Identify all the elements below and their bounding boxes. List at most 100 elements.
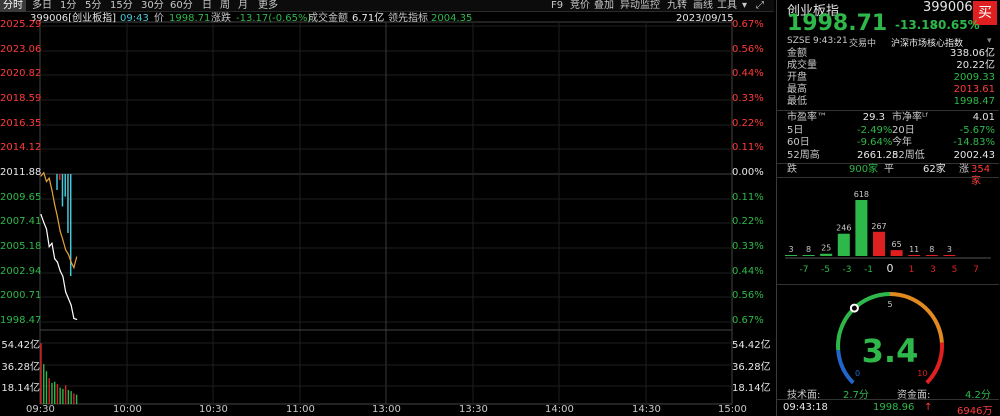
fund-score: 4.2分	[965, 390, 991, 401]
tab-5min[interactable]: 5分	[85, 0, 102, 11]
gauge-score: 3.4	[861, 332, 919, 370]
distribution-count: 246	[836, 224, 851, 233]
amount-label: 成交金额	[308, 13, 348, 24]
change-distribution-chart: 3 8 25 246 618 267 65 11 8 3 -7 -5 -3 -1 0 1 3 5 7	[785, 190, 991, 275]
auction-button[interactable]: 竞价	[570, 0, 590, 11]
buy-button[interactable]: 买	[973, 1, 997, 25]
chart-grid	[39, 21, 733, 405]
tab-1min[interactable]: 1分	[60, 0, 77, 11]
data-point	[48, 246, 50, 248]
distribution-count: 8	[806, 245, 811, 254]
up-label: 涨	[959, 164, 969, 175]
data-point	[62, 239, 64, 241]
data-point	[70, 304, 72, 306]
quote-infobar: 399006[创业板指] 09:43 价 1998.71 涨跌 -13.17(-…	[0, 12, 774, 26]
chevron-down-icon[interactable]: ▾	[742, 0, 748, 11]
quote-row-value: 1998.47	[953, 96, 995, 107]
data-point	[45, 228, 48, 230]
chart-canvas[interactable]	[0, 0, 774, 416]
data-point	[54, 204, 56, 206]
tick-price: 1998.96	[873, 402, 915, 413]
gauge-arc	[836, 349, 855, 385]
tab-more[interactable]: 更多	[258, 0, 278, 11]
pct-tick-label: 0.67%	[732, 315, 764, 326]
price-line	[40, 214, 77, 320]
stat-value: 2661.28	[857, 149, 899, 161]
stat-label: 20日	[892, 124, 915, 136]
distribution-count: 3	[788, 245, 793, 254]
tab-month[interactable]: 月	[238, 0, 248, 11]
data-point	[65, 249, 67, 251]
draw-line-button[interactable]: 画线	[693, 0, 713, 11]
quote-row: 开盘 2009.33	[777, 72, 999, 84]
stat-value: 4.01	[972, 112, 995, 123]
expand-icon[interactable]: ⤢	[756, 0, 764, 11]
quote-row-label: 开盘	[787, 72, 807, 83]
pct-tick-label: 0.44%	[732, 266, 764, 277]
tab-60min[interactable]: 60分	[170, 0, 193, 11]
date-value: 2023/09/15	[676, 13, 734, 24]
time-tick-label: 09:30	[26, 404, 55, 415]
gauge-arc	[925, 342, 944, 385]
data-point	[56, 261, 59, 263]
tools-button[interactable]: 工具	[717, 0, 737, 11]
price-change: -13.18	[895, 18, 938, 32]
pct-tick-label: 0.44%	[732, 68, 764, 79]
stat-value: -14.83%	[953, 137, 995, 148]
pct-tick-label: 0.33%	[732, 93, 764, 104]
distribution-bar	[925, 255, 938, 256]
intraday-chart[interactable]	[0, 0, 774, 416]
stat-label: 5日	[787, 124, 804, 136]
last-price: 1998.71	[787, 11, 888, 36]
stat-value: -9.64%	[857, 137, 893, 148]
distribution-bin-label: -1	[864, 265, 873, 275]
data-point	[48, 177, 50, 179]
tab-fenshi[interactable]: 分时	[0, 0, 26, 12]
distribution-bin-label: -7	[800, 265, 809, 275]
pct-tick-label: 0.22%	[732, 216, 764, 227]
distribution-bin-label: -3	[843, 265, 852, 275]
tab-15min[interactable]: 15分	[110, 0, 133, 11]
price-tick-label: 2009.65	[0, 192, 42, 203]
gauge-pointer	[849, 303, 859, 313]
data-point	[67, 297, 69, 300]
distribution-count: 267	[871, 222, 886, 231]
lead-indicator-line	[40, 171, 78, 270]
amount-value: 6.71亿	[352, 13, 385, 24]
tab-day[interactable]: 日	[202, 0, 212, 11]
f9-button[interactable]: F9	[551, 0, 564, 11]
down-label: 跌	[787, 164, 797, 175]
gauge-mid-label: 5	[887, 300, 892, 309]
anomaly-monitor-button[interactable]: 异动监控	[620, 0, 660, 11]
tick-volume: 6946万	[957, 406, 993, 416]
quote-row: 金额 338.06亿	[777, 48, 999, 60]
volume-tick-label: 36.28亿	[1, 362, 40, 373]
distribution-bin-label: 7	[973, 265, 979, 275]
pct-tick-label: 0.67%	[732, 19, 764, 30]
distribution-bin-label: 1	[909, 265, 915, 275]
price-value: 1998.71	[169, 13, 211, 24]
data-point	[73, 317, 75, 319]
tick-time: 09:43:18	[783, 402, 828, 413]
data-point	[70, 261, 72, 263]
divider	[777, 284, 999, 285]
overlay-button[interactable]: 叠加	[594, 0, 614, 11]
gauge-max-label: 10	[917, 369, 927, 378]
nine-turn-button[interactable]: 九转	[667, 0, 687, 11]
tab-week[interactable]: 周	[220, 0, 230, 11]
pct-tick-label: 0.56%	[732, 44, 764, 55]
quote-row-value: 20.22亿	[956, 60, 995, 71]
pct-tick-label: 0.00%	[732, 167, 764, 178]
divider	[777, 399, 999, 400]
price-label: 价	[154, 13, 164, 24]
stat-value: -2.49%	[857, 124, 893, 136]
quote-time: 9:43:21	[813, 36, 848, 46]
lead-indicator-label: 领先指标	[388, 13, 428, 24]
down-count: 900家	[849, 164, 879, 175]
tab-30min[interactable]: 30分	[141, 0, 164, 11]
tab-multi-day[interactable]: 多日	[32, 0, 52, 11]
distribution-count: 618	[854, 190, 869, 199]
lead-indicator-value: 2004.35	[431, 13, 473, 24]
quote-row-value: 338.06亿	[950, 48, 995, 59]
chevron-down-icon[interactable]: ▾	[987, 36, 992, 46]
